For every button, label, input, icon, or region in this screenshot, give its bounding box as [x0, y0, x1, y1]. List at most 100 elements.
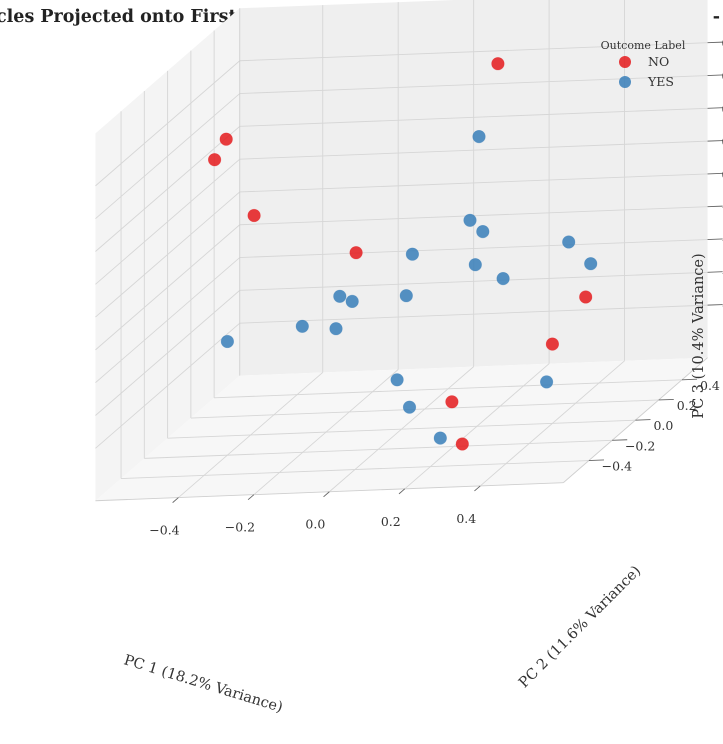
data-point-yes — [468, 258, 482, 272]
data-point-no — [445, 395, 459, 409]
z-tick-mark — [707, 41, 723, 44]
z-tick-mark — [707, 172, 723, 175]
data-point-yes — [399, 289, 413, 303]
z-tick-label: 0.1 — [722, 134, 723, 149]
z-grid-line-back — [239, 239, 708, 259]
data-point-no — [247, 208, 261, 223]
axis-ticks: −0.4−0.20.00.20.4−0.4−0.20.00.20.4−0.4−0… — [149, 36, 723, 538]
z-grid-line-back — [239, 140, 708, 160]
z-tick-label: −0.1 — [722, 200, 723, 215]
z-grid-line-left — [95, 126, 241, 252]
x-tick-label: 0.4 — [456, 511, 476, 526]
data-point-yes — [539, 375, 554, 389]
z-grid-line-left — [95, 322, 241, 449]
z-tick-mark — [707, 238, 723, 240]
z-axis-label: PC 3 (10.4% Variance) — [691, 253, 707, 418]
y-grid-line-floor — [144, 439, 613, 459]
z-tick-mark — [707, 304, 723, 306]
legend-label-yes: YES — [647, 74, 674, 89]
axes-panes — [95, 0, 708, 501]
data-point-yes — [405, 247, 420, 261]
data-point-no — [579, 290, 593, 304]
data-point-no — [349, 246, 363, 260]
z-tick-label: 0.2 — [722, 101, 723, 116]
z-grid-line-left — [95, 93, 241, 220]
y-grid-line-floor — [190, 399, 659, 419]
y-tick-label: 0.0 — [653, 418, 673, 433]
data-point-yes — [584, 257, 598, 271]
y-tick-label: −0.4 — [602, 459, 632, 474]
x-axis-label: PC 1 (18.2% Variance) — [122, 652, 285, 716]
z-tick-label: −0.4 — [722, 298, 723, 313]
legend-marker-no — [619, 56, 631, 68]
y-tick-mark — [658, 398, 674, 401]
data-point-yes — [562, 235, 576, 249]
x-tick-label: 0.2 — [381, 514, 401, 529]
data-point-yes — [333, 289, 347, 303]
y-tick-label: −0.2 — [625, 438, 655, 453]
x-tick-label: −0.2 — [225, 520, 255, 535]
data-point-no — [219, 132, 233, 146]
y-tick-mark — [635, 419, 651, 421]
data-point-no — [208, 153, 222, 167]
z-tick-label: −0.3 — [722, 265, 723, 280]
z-grid-line-left — [95, 60, 241, 187]
z-tick-mark — [707, 140, 723, 142]
data-point-no — [455, 437, 469, 451]
legend-label-no: NO — [648, 54, 669, 69]
data-point-yes — [220, 334, 234, 349]
z-tick-mark — [707, 205, 723, 208]
x-tick-mark — [172, 497, 179, 503]
x-tick-label: −0.4 — [149, 523, 179, 538]
y-tick-mark — [588, 459, 604, 461]
y-grid-line-floor — [167, 419, 636, 439]
x-tick-mark — [474, 485, 481, 492]
z-grid-line-left — [95, 257, 241, 384]
z-tick-label: 0.0 — [722, 167, 723, 182]
data-point-no — [545, 337, 560, 351]
data-point-yes — [472, 130, 486, 144]
legend-title: Outcome Label — [601, 39, 686, 52]
z-tick-label: −0.2 — [722, 233, 723, 248]
data-point-yes — [390, 373, 404, 387]
grid-lines — [95, 0, 708, 502]
data-points — [208, 57, 598, 451]
z-grid-line-left — [95, 290, 241, 416]
pane-edge — [562, 357, 708, 484]
data-point-yes — [496, 272, 510, 286]
z-tick-label: 0.4 — [722, 36, 723, 51]
z-tick-mark — [707, 107, 723, 109]
y-tick-mark — [612, 439, 628, 441]
z-grid-line-back — [239, 107, 708, 127]
legend-marker-yes — [619, 76, 631, 88]
y-axis-label: PC 2 (11.6% Variance) — [516, 563, 644, 691]
z-tick-label: 0.3 — [722, 69, 723, 84]
data-point-yes — [402, 400, 417, 414]
x-tick-label: 0.0 — [305, 517, 325, 532]
z-grid-line-back — [239, 304, 708, 324]
z-grid-line-left — [95, 191, 241, 318]
z-grid-line-back — [239, 271, 708, 291]
y-grid-line-floor — [121, 460, 589, 480]
z-grid-line-back — [239, 173, 708, 193]
data-point-yes — [345, 294, 359, 309]
data-point-no — [491, 57, 505, 71]
data-point-yes — [329, 322, 343, 336]
x-tick-mark — [323, 491, 330, 498]
data-point-yes — [295, 319, 309, 333]
y-tick-mark — [681, 378, 698, 381]
data-point-yes — [433, 431, 447, 445]
x-tick-mark — [247, 494, 255, 501]
z-grid-line-left — [95, 158, 241, 285]
data-point-yes — [463, 213, 477, 227]
y-tick-label: 0.2 — [677, 398, 697, 413]
y-tick-label: 0.4 — [700, 378, 720, 393]
z-tick-mark — [707, 271, 723, 273]
legend: Outcome Label NO YES — [601, 39, 686, 89]
z-grid-line-back — [239, 42, 708, 62]
data-point-yes — [476, 225, 490, 239]
z-tick-mark — [707, 74, 723, 76]
y-grid-line-floor — [214, 379, 682, 399]
x-tick-mark — [398, 488, 406, 495]
